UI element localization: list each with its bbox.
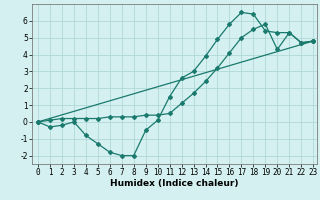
X-axis label: Humidex (Indice chaleur): Humidex (Indice chaleur) bbox=[110, 179, 239, 188]
